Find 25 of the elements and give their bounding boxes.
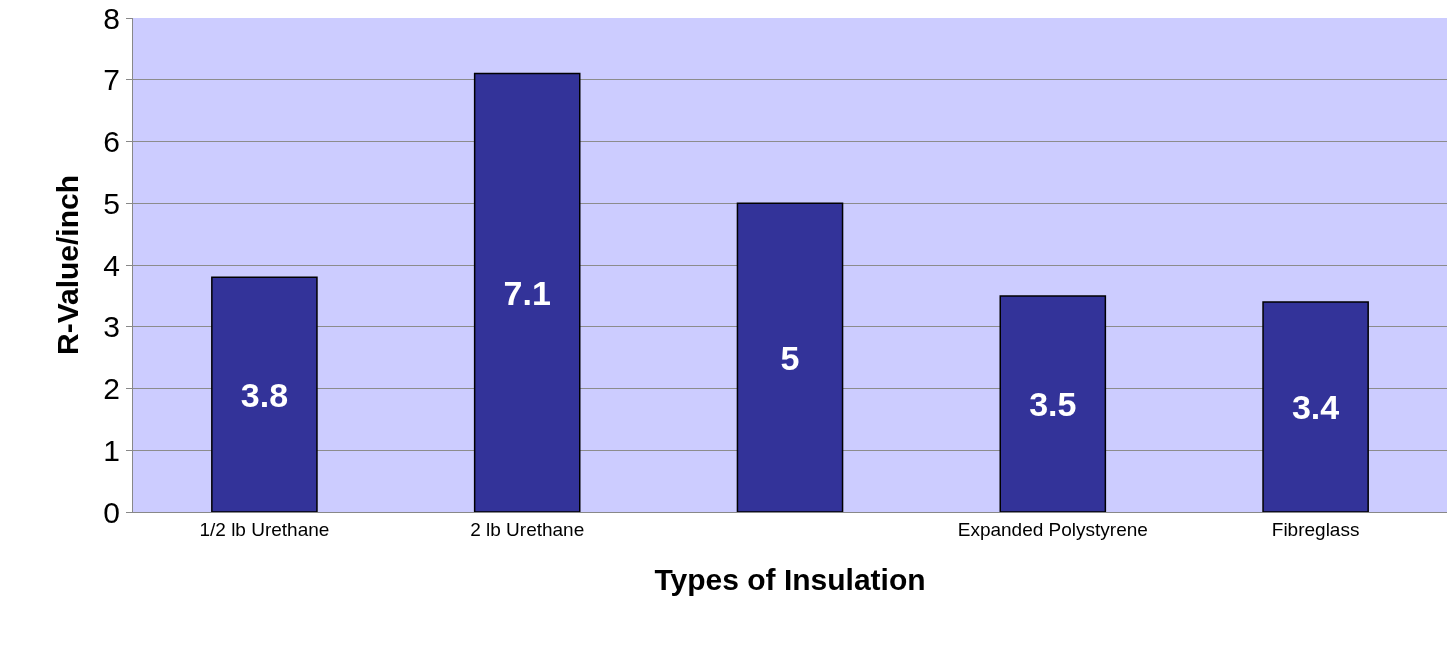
y-tick-label: 1 [103, 433, 120, 467]
x-tick-label: Expanded Polystyrene [957, 518, 1148, 540]
data-label: 5 [780, 338, 800, 377]
bar [473, 72, 581, 512]
y-tick-label: 2 [103, 372, 120, 405]
bar [1262, 301, 1369, 512]
y-tick-label: 3 [103, 310, 120, 344]
bar [211, 276, 318, 512]
y-axis-title: R-Value/inch [51, 174, 85, 356]
y-tick-label: 5 [103, 186, 120, 220]
x-axis-title: Types of Insulation [654, 563, 926, 597]
data-label: 3.5 [1029, 384, 1077, 423]
y-tick-label: 4 [103, 248, 120, 282]
bar [736, 202, 844, 512]
y-tick-label: 0 [103, 495, 120, 529]
data-label: 3.4 [1291, 388, 1340, 427]
data-label: 7.1 [503, 273, 551, 312]
x-tick-label: 2 lb Urethane [470, 518, 585, 540]
x-tick-label: Fibreglass [1271, 518, 1360, 540]
y-tick-label: 7 [103, 63, 120, 97]
y-tick-label: 6 [103, 125, 120, 158]
x-tick-label: 1/2 lb Urethane [199, 518, 330, 540]
bar [999, 295, 1107, 512]
y-tick-label: 8 [103, 1, 120, 35]
data-label: 3.8 [240, 375, 289, 414]
